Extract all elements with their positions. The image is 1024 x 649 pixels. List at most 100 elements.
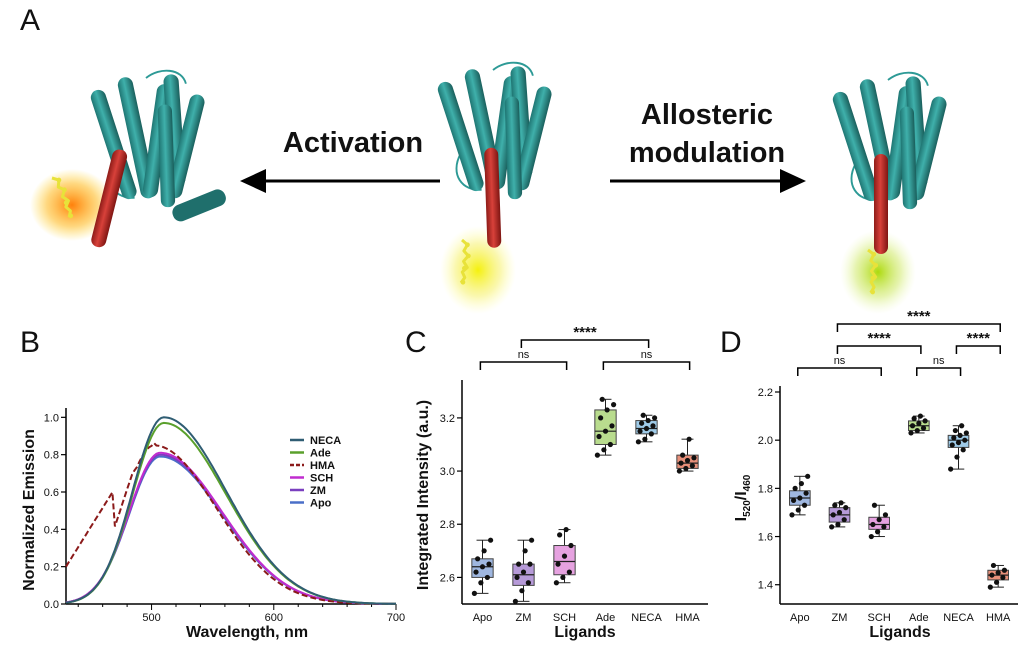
significance-label: **** [573, 324, 597, 341]
panel-label-a: A [20, 4, 40, 37]
data-point [686, 436, 692, 442]
x-tick-label-sch: SCH [553, 612, 576, 624]
bracket-line [520, 339, 650, 348]
y-axis-title: I520/I460 [733, 474, 753, 521]
integrated-intensity-chart: 2.6 2.8 3.0 3.2 Apo ZM SCH Ade NECA HMA Ligands Int… [415, 324, 708, 641]
data-point [473, 569, 479, 575]
data-point [678, 460, 684, 466]
data-point [949, 442, 955, 448]
x-axis-title: Wavelength, nm [186, 624, 308, 641]
data-point [954, 454, 960, 460]
data-point [805, 473, 811, 479]
data-point [598, 415, 604, 421]
data-point [516, 561, 522, 567]
data-point [689, 463, 695, 469]
data-point [962, 437, 968, 443]
data-point [797, 495, 803, 501]
data-point [948, 466, 954, 472]
data-point [691, 455, 697, 461]
bracket-line [797, 367, 882, 376]
data-point [560, 574, 566, 581]
red-helix [874, 154, 888, 254]
data-point [684, 457, 691, 464]
x-tick-label-ade: Ade [596, 612, 616, 624]
legend-label-zm: ZM [310, 485, 326, 497]
data-point [960, 447, 966, 453]
data-point [527, 561, 533, 567]
data-point [841, 517, 847, 523]
data-point [648, 431, 654, 437]
y-tick-label: 1.0 [44, 412, 59, 424]
legend-label-hma: HMA [310, 460, 335, 472]
data-point [920, 425, 927, 431]
data-point [566, 569, 572, 575]
data-point [993, 579, 1000, 585]
y-axis-title-subscript: 460 [742, 474, 753, 491]
spectrum-line-hma [65, 441, 396, 605]
data-point [481, 548, 487, 554]
allosteric-label-line1: Allosteric [641, 99, 773, 131]
x-tick-label-apo: Apo [473, 612, 493, 624]
y-tick-label: 1.4 [758, 580, 773, 592]
x-axis-title: Ligands [554, 624, 615, 641]
y-axis-title: Integrated Intensity (a.u.) [415, 400, 432, 590]
data-point [836, 509, 843, 516]
box-ade [908, 413, 930, 436]
significance-label: ns [641, 349, 653, 361]
box-apo [471, 537, 494, 596]
data-point [568, 542, 574, 549]
data-point [922, 418, 928, 424]
panel-label-b: B [20, 326, 40, 359]
data-point [989, 572, 995, 578]
y-tick-label: 3.2 [440, 413, 455, 425]
y-axis-title-subscript: 520 [742, 500, 753, 517]
box-zm [512, 537, 535, 604]
data-point [951, 435, 957, 441]
x-tick-label-apo: Apo [790, 612, 810, 624]
data-point [990, 562, 997, 569]
data-point [488, 537, 494, 543]
data-point [635, 439, 641, 445]
data-point [557, 532, 563, 538]
y-tick-label: 0.2 [44, 562, 59, 574]
spectrum-line-neca [65, 416, 396, 605]
data-point [963, 430, 969, 436]
significance-bracket: **** [955, 330, 1001, 354]
data-point [520, 569, 527, 575]
x-tick-label-zm: ZM [832, 612, 848, 624]
y-axis-title-part: /I [733, 491, 750, 500]
data-point [525, 580, 531, 586]
data-point [514, 574, 520, 581]
legend-label-ade: Ade [310, 448, 331, 460]
orange-glow [30, 169, 114, 241]
data-point [829, 524, 835, 530]
legend-label-neca: NECA [310, 435, 341, 447]
significance-label: **** [967, 330, 991, 347]
y-tick-label: 2.0 [758, 435, 773, 447]
data-point [911, 415, 917, 422]
data-point [645, 417, 651, 424]
activation-label: Activation [283, 127, 423, 159]
data-point [609, 423, 615, 429]
data-point [683, 465, 689, 472]
activation-arrow [240, 169, 440, 193]
data-point [553, 580, 559, 586]
significance-label: **** [867, 330, 891, 347]
data-point [561, 553, 568, 559]
yellow-glow [440, 226, 516, 314]
significance-bracket: **** [836, 330, 922, 354]
x-tick-label: 600 [265, 612, 283, 624]
box-sch [553, 526, 576, 586]
box-hma [676, 436, 699, 474]
bracket-line [916, 367, 962, 376]
data-point [650, 423, 656, 429]
data-point [876, 517, 882, 523]
bracket-line [836, 323, 1001, 332]
data-point [835, 521, 841, 528]
x-axis-title: Ligands [869, 624, 930, 641]
x-tick-label-sch: SCH [868, 612, 891, 624]
data-point [870, 521, 876, 528]
data-point [642, 436, 648, 442]
significance-bracket: ns [916, 355, 962, 376]
data-point [599, 396, 605, 402]
